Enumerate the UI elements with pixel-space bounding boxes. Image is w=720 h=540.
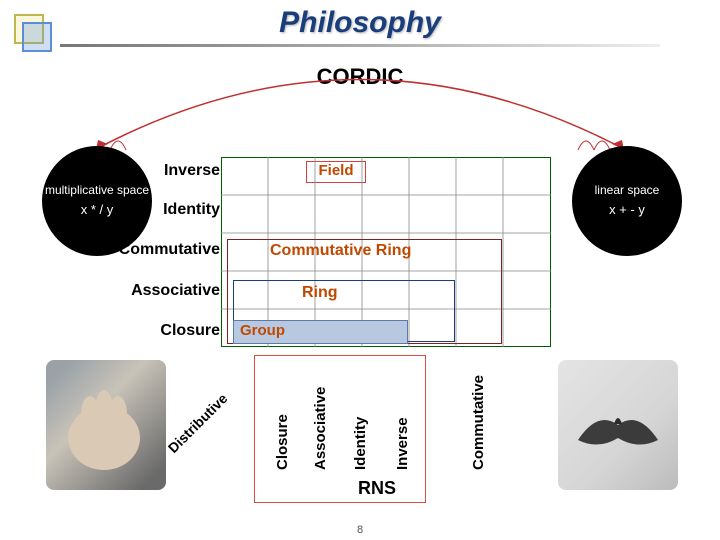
- mult-expr: x * / y: [81, 202, 114, 219]
- rns-label: RNS: [358, 478, 396, 499]
- multiplicative-space-node: multiplicative space x * / y: [42, 146, 152, 256]
- row-associative: Associative: [131, 282, 220, 300]
- vcol-inverse: Inverse: [394, 417, 411, 470]
- distributive-label: Distributive: [165, 390, 231, 456]
- commutative-ring-label: Commutative Ring: [270, 242, 411, 260]
- vcol-associative: Associative: [312, 387, 329, 470]
- vcol-commutative: Commutative: [470, 375, 487, 470]
- row-inverse: Inverse: [164, 162, 220, 180]
- lin-expr: x + - y: [609, 202, 645, 219]
- cordic-label: CORDIC: [0, 64, 720, 90]
- slide-number: 8: [357, 524, 363, 536]
- hand-bird-shadow-image: [558, 360, 678, 490]
- hand-closed-image: [46, 360, 166, 490]
- slide-title: Philosophy: [0, 6, 720, 40]
- lin-label: linear space: [595, 183, 660, 199]
- field-label: Field: [306, 161, 366, 183]
- row-identity: Identity: [163, 201, 220, 219]
- title-underline: [60, 44, 660, 47]
- mult-label: multiplicative space: [45, 183, 149, 199]
- group-box: Group: [233, 320, 408, 344]
- vcol-closure: Closure: [274, 414, 291, 470]
- ring-label: Ring: [302, 284, 338, 302]
- row-commutative: Commutative: [119, 241, 220, 259]
- vcol-identity: Identity: [352, 417, 369, 470]
- row-closure: Closure: [160, 322, 220, 340]
- linear-space-node: linear space x + - y: [572, 146, 682, 256]
